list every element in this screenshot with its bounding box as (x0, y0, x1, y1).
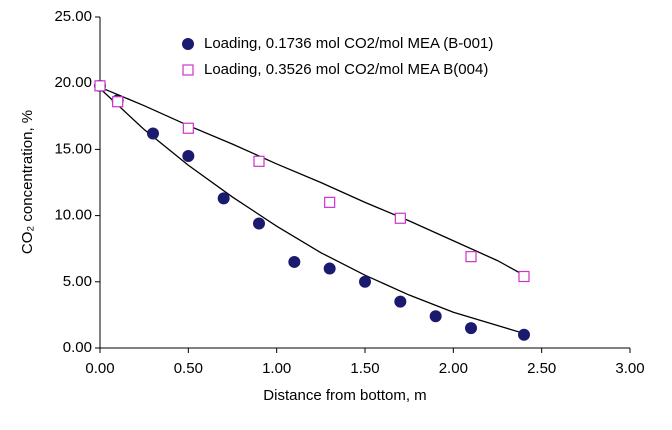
x-tick-label: 2.00 (439, 360, 468, 377)
data-point (518, 328, 530, 341)
y-tick-label: 15.00 (54, 140, 92, 157)
y-tick-label: 20.00 (54, 74, 92, 91)
data-point (253, 155, 265, 167)
data-point (112, 96, 124, 108)
y-tick-label: 25.00 (54, 8, 92, 25)
data-point (323, 262, 336, 275)
data-point (465, 251, 477, 263)
x-tick-label: 1.00 (262, 360, 291, 377)
trend-line (99, 86, 525, 276)
x-tick-label: 3.00 (615, 360, 644, 377)
data-point (324, 196, 336, 208)
trend-line (99, 88, 525, 335)
x-tick-label: 1.50 (350, 360, 379, 377)
x-tick-label: 2.50 (527, 360, 556, 377)
y-tick-label: 5.00 (63, 273, 92, 290)
legend-label: Loading, 0.1736 mol CO2/mol MEA (B-001) (204, 35, 493, 52)
x-axis-label: Distance from bottom, m (263, 387, 426, 404)
data-point (429, 310, 442, 323)
legend-marker (182, 38, 194, 50)
y-axis-label: CO₂ concentration, % (19, 110, 36, 254)
data-point (288, 255, 301, 268)
data-point (147, 127, 159, 140)
data-point (359, 275, 371, 288)
y-tick-label: 10.00 (54, 207, 92, 224)
legend-label: Loading, 0.3526 mol CO2/mol MEA B(004) (204, 61, 488, 78)
data-point (394, 295, 407, 308)
data-point (182, 122, 194, 134)
data-point (182, 150, 195, 163)
legend-marker (182, 64, 194, 76)
y-tick-label: 0.00 (63, 339, 92, 356)
data-point (394, 212, 406, 224)
data-point (465, 322, 477, 335)
x-tick-label: 0.50 (174, 360, 203, 377)
data-point (94, 80, 106, 92)
data-point (217, 192, 230, 205)
x-tick-label: 0.00 (85, 360, 114, 377)
data-point (518, 270, 530, 283)
data-point (253, 217, 265, 230)
